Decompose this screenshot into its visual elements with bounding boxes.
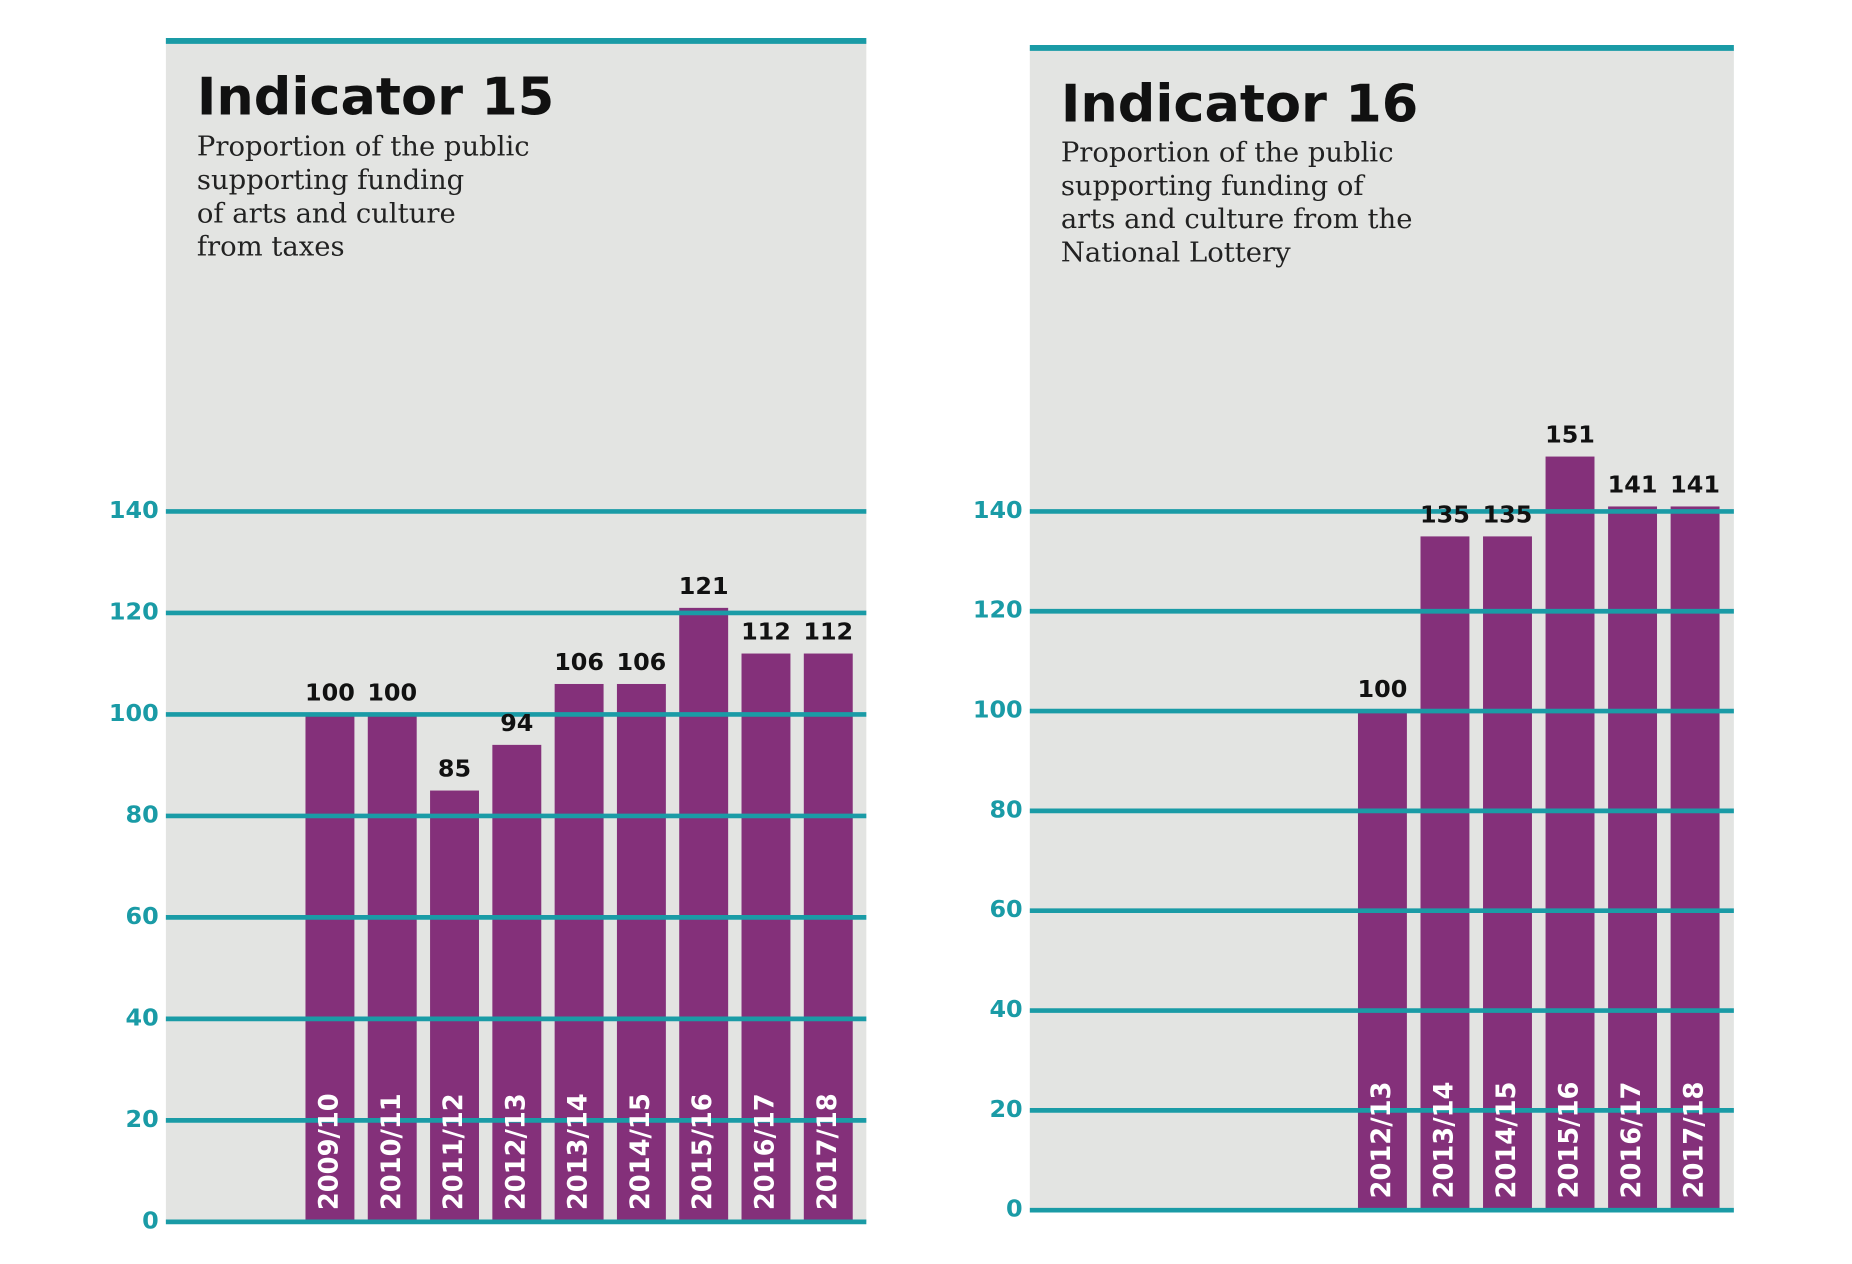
x-tick-label: 2015/16 (1554, 1082, 1584, 1199)
bar (803, 653, 853, 1222)
bar (492, 744, 542, 1222)
chart-subtitle: from taxes (197, 232, 345, 263)
bar (1483, 536, 1532, 1211)
bar (1608, 506, 1658, 1211)
x-tick-label: 2015/16 (688, 1093, 718, 1210)
x-tick-label: 2009/10 (314, 1093, 344, 1210)
y-tick-label: 20 (126, 1105, 159, 1133)
x-tick-label: 2010/11 (377, 1093, 407, 1210)
value-label: 135 (1420, 501, 1470, 529)
bar (554, 683, 604, 1222)
chart-subtitle: supporting funding (197, 165, 464, 196)
value-label: 85 (438, 755, 471, 783)
chart-subtitle: supporting funding of (1061, 171, 1366, 202)
x-tick-label: 2017/18 (1679, 1082, 1709, 1199)
chart-subtitle: of arts and culture (197, 199, 456, 230)
x-tick-label: 2011/12 (439, 1093, 469, 1210)
y-tick-label: 120 (973, 596, 1023, 624)
chart-title: Indicator 16 (1061, 75, 1418, 134)
x-tick-label: 2012/13 (501, 1093, 531, 1210)
bar (430, 790, 479, 1222)
value-label: 106 (554, 648, 604, 676)
chart-subtitle: Proportion of the public (197, 132, 530, 163)
y-tick-label: 40 (989, 995, 1022, 1023)
value-label: 141 (1608, 471, 1658, 499)
bar (1670, 506, 1720, 1211)
y-tick-label: 80 (126, 801, 159, 829)
x-tick-label: 2014/15 (1492, 1082, 1522, 1199)
value-label: 121 (679, 572, 729, 600)
value-label: 100 (1358, 675, 1408, 703)
value-label: 141 (1670, 471, 1720, 499)
x-tick-label: 2017/18 (813, 1093, 843, 1210)
value-label: 106 (616, 648, 666, 676)
y-tick-label: 80 (989, 796, 1022, 824)
x-tick-label: 2012/13 (1367, 1082, 1397, 1199)
y-tick-label: 60 (126, 902, 159, 930)
value-label: 100 (305, 679, 355, 707)
x-tick-label: 2016/17 (1617, 1082, 1647, 1199)
bar (1357, 711, 1407, 1211)
y-tick-label: 140 (973, 496, 1023, 524)
y-tick-label: 0 (142, 1207, 159, 1235)
x-tick-label: 2013/14 (1429, 1082, 1459, 1199)
chart-subtitle: arts and culture from the (1061, 204, 1413, 235)
value-label: 151 (1545, 421, 1595, 449)
y-tick-label: 20 (989, 1095, 1022, 1123)
value-label: 112 (803, 618, 853, 646)
bar (741, 653, 791, 1222)
bar (1420, 536, 1470, 1211)
y-tick-label: 140 (109, 496, 159, 524)
y-tick-label: 60 (989, 895, 1022, 923)
chart-subtitle: Proportion of the public (1061, 138, 1394, 169)
y-tick-label: 120 (109, 598, 159, 626)
bar (1545, 456, 1595, 1211)
chart-subtitle: National Lottery (1061, 238, 1291, 269)
bar (305, 714, 355, 1222)
y-tick-label: 40 (126, 1004, 159, 1032)
bar (616, 683, 666, 1222)
value-label: 135 (1483, 501, 1533, 529)
bar (367, 714, 417, 1222)
y-tick-label: 100 (109, 699, 159, 727)
x-tick-label: 2014/15 (626, 1093, 656, 1210)
y-tick-label: 100 (973, 696, 1023, 724)
value-label: 100 (367, 679, 417, 707)
value-label: 94 (500, 709, 533, 737)
chart-title: Indicator 15 (197, 68, 554, 127)
x-tick-label: 2016/17 (750, 1093, 780, 1210)
y-tick-label: 0 (1006, 1195, 1023, 1223)
x-tick-label: 2013/14 (563, 1093, 593, 1210)
value-label: 112 (741, 618, 791, 646)
